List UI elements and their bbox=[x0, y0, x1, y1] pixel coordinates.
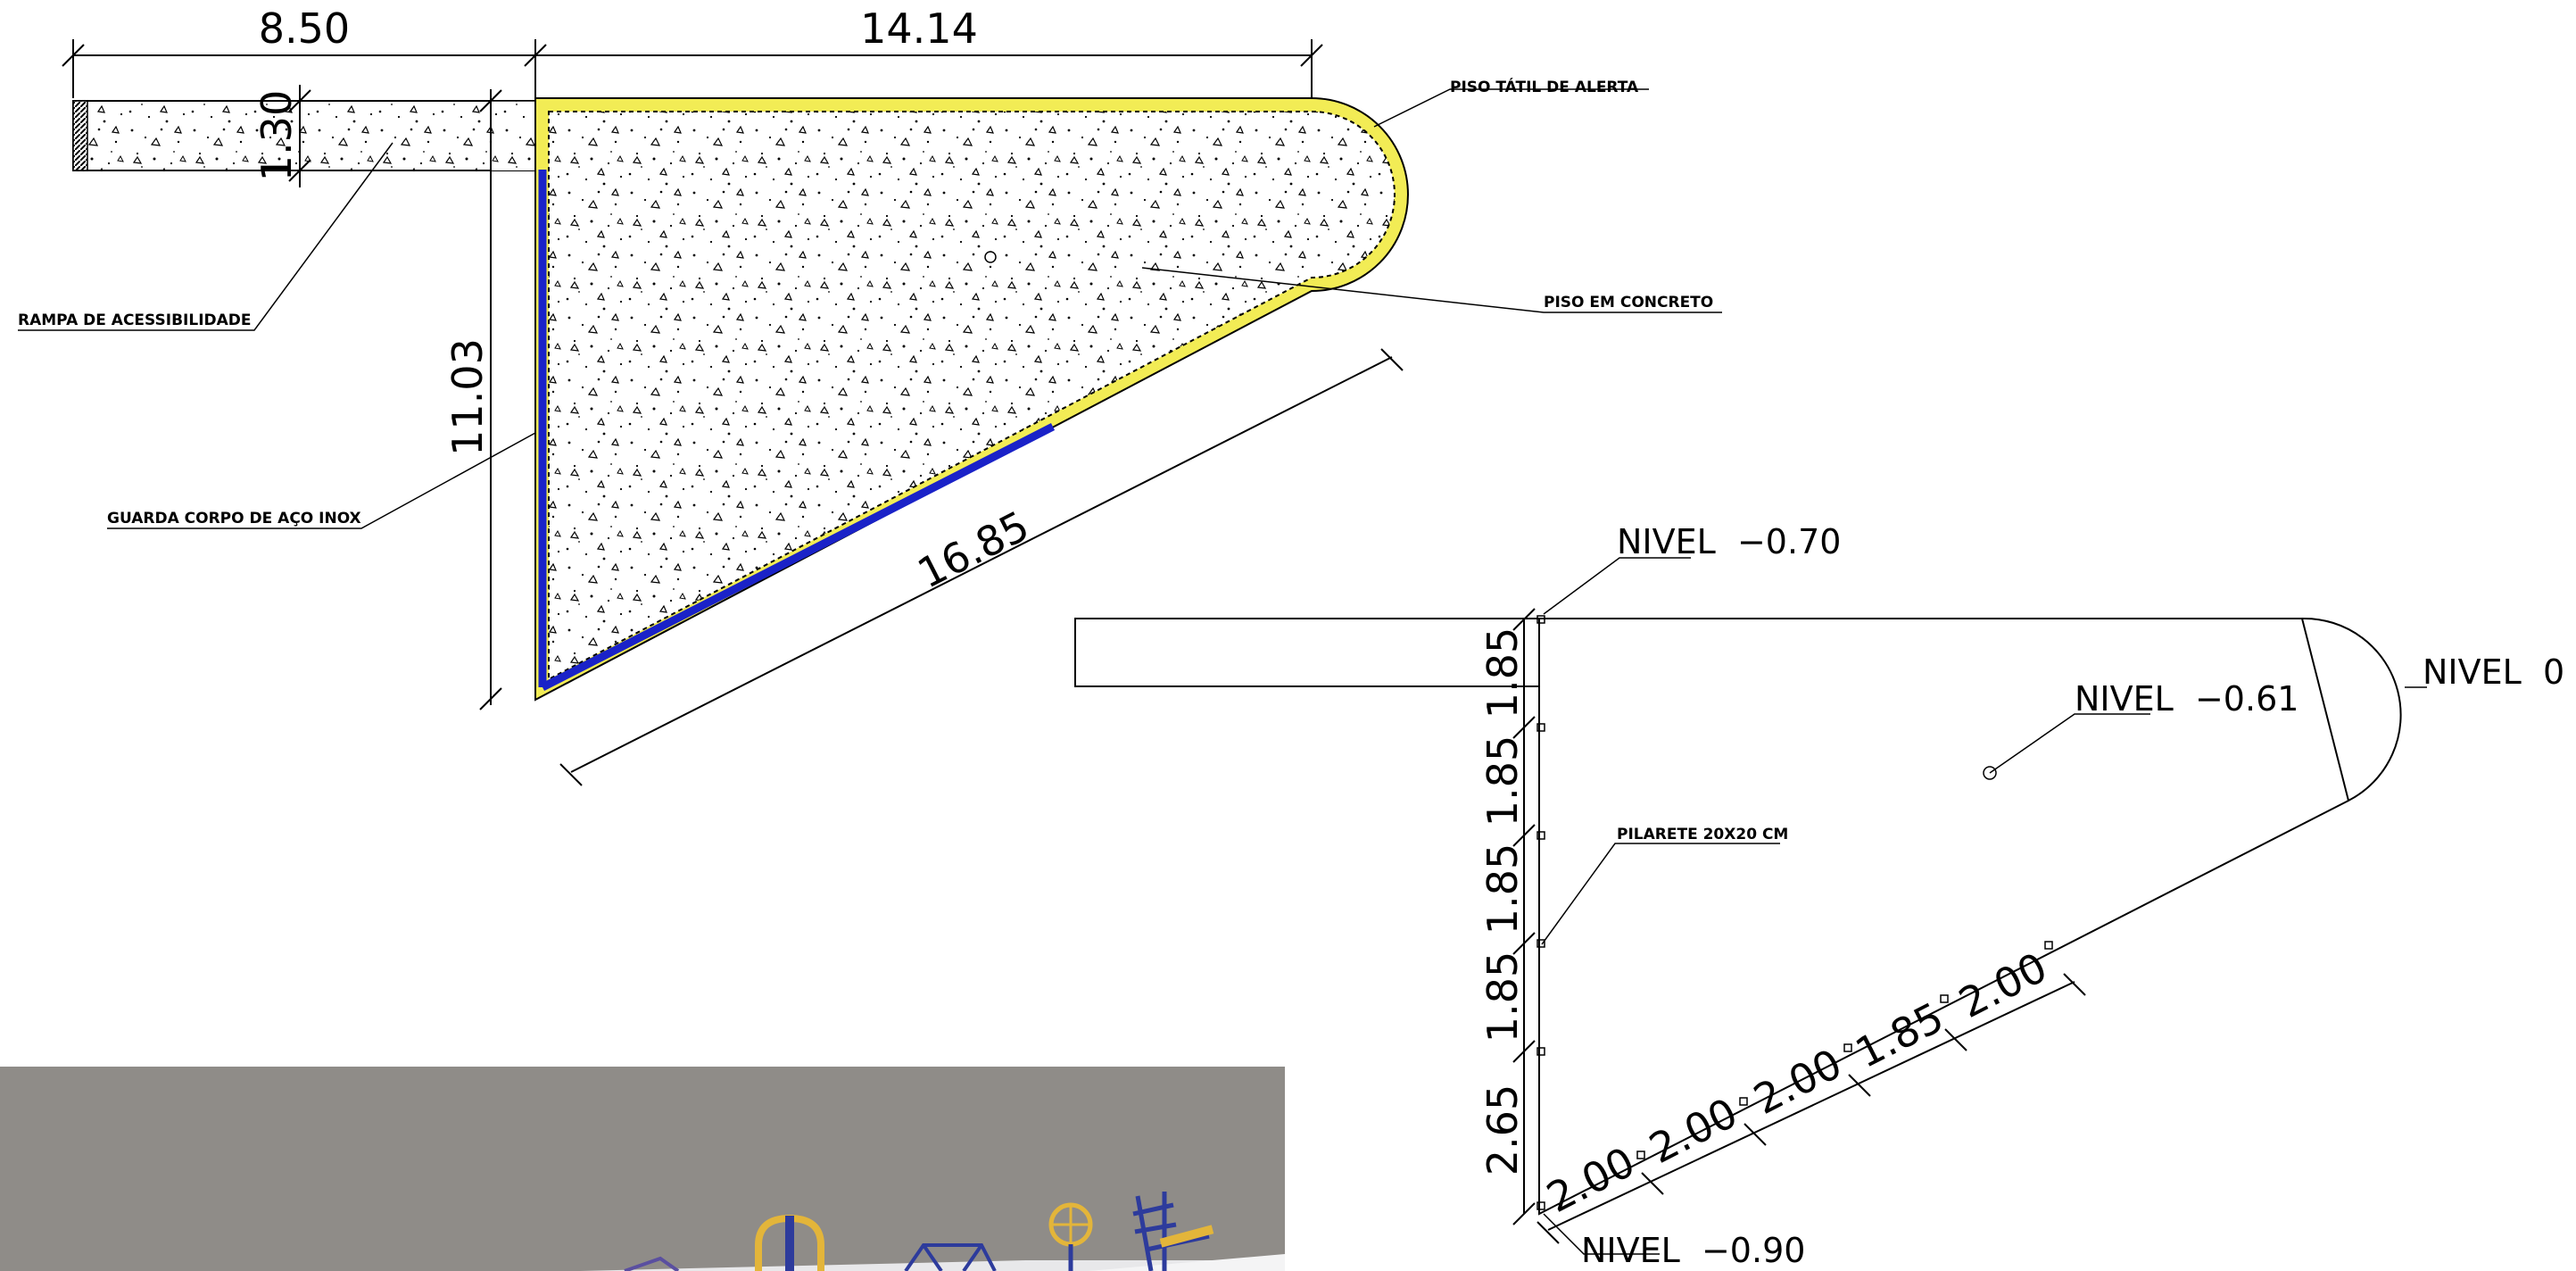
note-railing: GUARDA CORPO DE AÇO INOX bbox=[107, 510, 361, 528]
post-11 bbox=[2044, 941, 2053, 950]
note-tactile-floor: PISO TÁTIL DE ALERTA bbox=[1450, 77, 1639, 96]
ramp-connector bbox=[491, 101, 535, 170]
access-ramp bbox=[72, 100, 535, 171]
playground-swing bbox=[904, 1243, 997, 1271]
level-center-point bbox=[1983, 766, 1997, 780]
vertical-spacing-4: 1.85 bbox=[1479, 951, 1527, 1043]
post-10 bbox=[1940, 994, 1949, 1003]
level-bottom: NIVEL −0.90 bbox=[1581, 1231, 1805, 1270]
playground-climber bbox=[1132, 1192, 1210, 1271]
ramp-end-hatch bbox=[72, 100, 88, 171]
concrete-floor bbox=[548, 111, 1396, 681]
vertical-spacing-1: 1.85 bbox=[1479, 627, 1527, 719]
level-top: NIVEL −0.70 bbox=[1617, 522, 1841, 561]
post-2 bbox=[1536, 723, 1545, 732]
levels-drawing: 1.85 1.85 1.85 1.85 2.65 2.00 2.00 2.00 … bbox=[1074, 522, 2564, 1270]
vertical-spacing-5: 2.65 bbox=[1479, 1084, 1527, 1175]
plan-drawing: 8.50 14.14 1.30 11.03 16.85 PISO TÁTIL D… bbox=[18, 4, 1722, 786]
post-8 bbox=[1739, 1097, 1748, 1106]
post-6 bbox=[1536, 1201, 1545, 1210]
note-access-ramp: RAMPA DE ACESSIBILIDADE bbox=[18, 312, 252, 329]
post-4 bbox=[1536, 939, 1545, 948]
render-preview bbox=[0, 1067, 1285, 1271]
dim-diagonal: 16.85 bbox=[910, 502, 1037, 598]
center-point bbox=[984, 251, 997, 263]
levels-ramp-outline bbox=[1074, 618, 1540, 687]
vertical-spacing-2: 1.85 bbox=[1479, 735, 1527, 827]
post-9 bbox=[1843, 1043, 1852, 1052]
post-7 bbox=[1636, 1151, 1645, 1159]
level-right: NIVEL 0 bbox=[2423, 652, 2564, 692]
dim-ramp-width: 1.30 bbox=[253, 90, 301, 181]
post-3 bbox=[1536, 831, 1545, 840]
post-5 bbox=[1536, 1047, 1545, 1056]
level-center: NIVEL −0.61 bbox=[2075, 679, 2299, 719]
dim-ramp-length: 8.50 bbox=[259, 4, 350, 53]
note-post: PILARETE 20X20 CM bbox=[1617, 826, 1788, 843]
diagonal-spacing-2: 2.00 bbox=[1642, 1088, 1745, 1173]
vertical-spacing-3: 1.85 bbox=[1479, 843, 1527, 935]
dim-left-edge: 11.03 bbox=[443, 338, 492, 456]
post-1 bbox=[1536, 615, 1545, 624]
dim-top-edge: 14.14 bbox=[860, 4, 978, 53]
levels-platform-outline bbox=[1538, 617, 2402, 1216]
note-concrete-floor: PISO EM CONCRETO bbox=[1544, 294, 1713, 312]
diagonal-spacing-3: 2.00 bbox=[1746, 1039, 1850, 1124]
railing-diagonal bbox=[540, 422, 1056, 692]
